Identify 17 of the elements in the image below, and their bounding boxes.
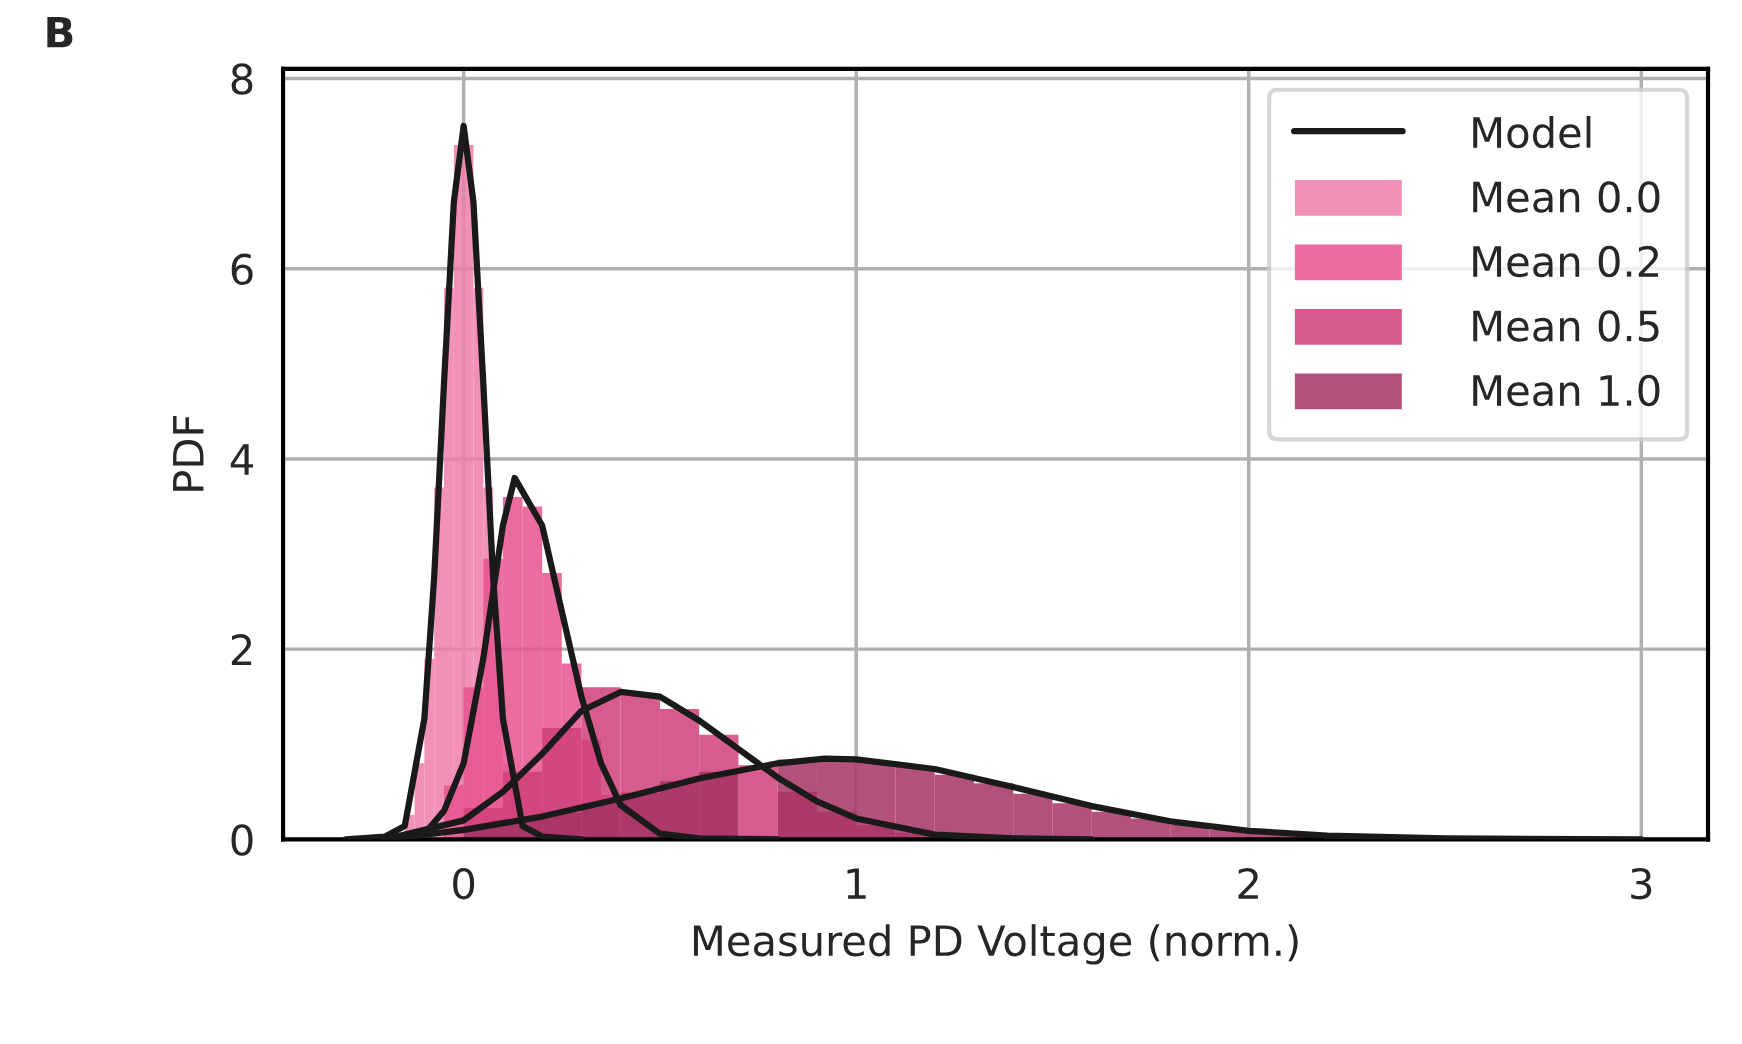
legend-label: Mean 1.0 — [1473, 374, 1660, 407]
x-tick-label: 0 — [453, 867, 475, 900]
legend-label: Mean 0.5 — [1473, 310, 1659, 342]
legend-label: Mean 0.0 — [1473, 181, 1660, 213]
x-tick-label: 1 — [847, 868, 866, 899]
y-tick-label: 6 — [231, 253, 253, 286]
y-tick-label: 4 — [230, 444, 253, 475]
y-tick-label: 2 — [231, 634, 252, 665]
x-tick-label: 2 — [1238, 867, 1258, 899]
text: B — [47, 16, 73, 48]
y-tick-label: 0 — [231, 824, 253, 856]
y-axis-title: PDF — [173, 415, 204, 491]
legend-label: Model — [1473, 115, 1591, 149]
x-tick-label: 3 — [1631, 867, 1652, 900]
legend-label: Mean 0.2 — [1473, 245, 1659, 278]
x-axis-title: Measured PD Voltage (norm.) — [693, 924, 1298, 965]
y-tick-label: 8 — [231, 63, 253, 95]
